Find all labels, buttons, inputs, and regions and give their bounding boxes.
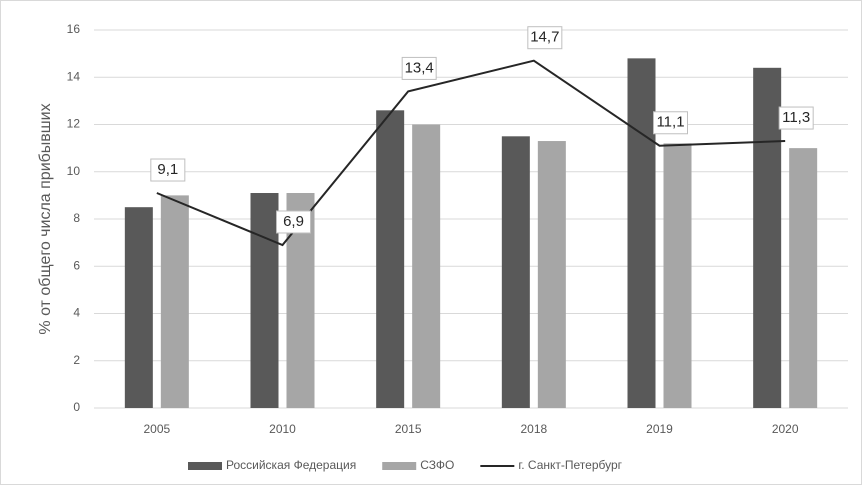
data-label: 13,4: [405, 59, 434, 76]
y-tick-label: 10: [67, 164, 81, 178]
y-tick-label: 14: [67, 69, 81, 83]
x-tick-label: 2018: [520, 422, 547, 436]
x-tick-label: 2019: [646, 422, 673, 436]
y-tick-label: 8: [73, 211, 80, 225]
y-tick-label: 4: [73, 306, 80, 320]
bar: [250, 193, 279, 408]
legend-label: СЗФО: [420, 458, 454, 472]
data-label: 11,3: [782, 109, 810, 126]
x-tick-label: 2015: [395, 422, 422, 436]
bar: [663, 143, 692, 408]
y-axis-label: % от общего числа прибывших: [37, 103, 54, 334]
data-label-box: [527, 26, 563, 50]
legend-label: Российская Федерация: [226, 458, 356, 472]
bar: [537, 141, 566, 408]
data-label: 11,1: [656, 114, 684, 131]
data-label-box: [276, 210, 311, 234]
line: [156, 59, 786, 247]
legend-swatch: [382, 462, 417, 470]
x-tick-label: 2005: [143, 422, 170, 436]
y-tick-label: 0: [73, 400, 80, 414]
bar: [627, 58, 656, 408]
data-label: 6,9: [283, 213, 304, 230]
data-label-box: [150, 158, 186, 182]
legend-swatch: [188, 462, 222, 470]
data-label: 9,1: [157, 161, 178, 178]
legend-label: г. Санкт-Петербург: [518, 458, 622, 472]
data-label-box: [778, 106, 814, 130]
bar: [501, 136, 530, 408]
x-tick-label: 2010: [269, 422, 296, 436]
data-label-box: [653, 111, 688, 135]
y-tick-label: 6: [73, 258, 80, 272]
bar: [789, 148, 818, 408]
bar: [124, 207, 153, 408]
x-tick-label: 2020: [772, 422, 799, 436]
data-label: 14,7: [530, 29, 559, 46]
data-label-box: [401, 56, 437, 80]
bar: [412, 124, 441, 408]
bar: [160, 195, 189, 408]
y-tick-label: 16: [67, 22, 81, 36]
y-tick-label: 2: [73, 353, 80, 367]
bar: [753, 67, 782, 409]
bar: [376, 110, 405, 408]
y-tick-label: 12: [67, 117, 81, 131]
